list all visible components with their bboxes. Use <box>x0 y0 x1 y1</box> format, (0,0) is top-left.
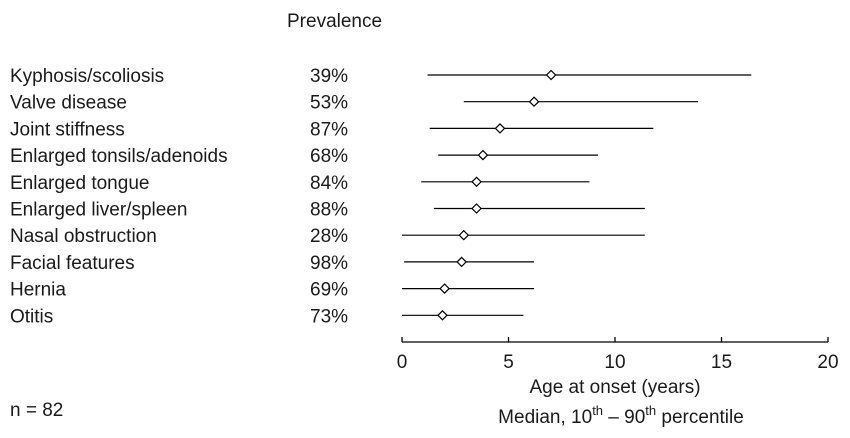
data-row: Joint stiffness 87% <box>10 119 654 140</box>
x-axis: 0 5 10 15 20 <box>397 337 839 373</box>
median-marker <box>471 203 482 214</box>
chart-rows: Kyphosis/scoliosis 39% Valve disease 53% Joi… <box>10 66 752 327</box>
data-row: Enlarged liver/spleen 88% <box>10 200 645 221</box>
category-label: Enlarged tonsils/adenoids <box>10 146 228 167</box>
median-marker <box>494 123 506 134</box>
data-row: Enlarged tonsils/adenoids 68% <box>10 146 598 167</box>
prevalence-value: 39% <box>310 66 348 87</box>
median-marker <box>437 309 448 321</box>
data-row: Nasal obstruction 28% <box>10 226 645 247</box>
category-label: Facial features <box>10 253 135 274</box>
median-marker <box>439 283 450 294</box>
prevalence-value: 69% <box>310 280 348 301</box>
category-label: Enlarged tongue <box>10 173 149 194</box>
category-label: Otitis <box>10 306 53 327</box>
category-label: Joint stiffness <box>10 119 125 140</box>
x-tick-label: 20 <box>817 352 838 373</box>
prevalence-header: Prevalence <box>287 11 382 32</box>
data-row: Valve disease 53% <box>10 93 699 114</box>
category-label: Nasal obstruction <box>10 226 157 247</box>
data-row: Enlarged tongue 84% <box>10 173 590 194</box>
median-marker <box>545 69 557 81</box>
prevalence-value: 73% <box>310 306 348 327</box>
data-row: Facial features 98% <box>10 253 535 274</box>
data-row: Otitis 73% <box>10 306 524 327</box>
x-axis-sublabel: Median, 10th – 90th percentile <box>498 403 744 428</box>
category-label: Valve disease <box>10 93 127 114</box>
category-label: Enlarged liver/spleen <box>10 200 187 221</box>
prevalence-value: 84% <box>310 173 348 194</box>
x-tick-label: 5 <box>503 352 514 373</box>
prevalence-value: 98% <box>310 253 348 274</box>
median-marker <box>456 256 467 268</box>
prevalence-value: 88% <box>310 200 348 221</box>
prevalence-value: 87% <box>310 119 348 140</box>
median-marker <box>471 176 482 188</box>
x-tick-label: 15 <box>711 352 732 373</box>
x-tick-label: 10 <box>604 352 625 373</box>
data-row: Kyphosis/scoliosis 39% <box>10 66 752 87</box>
sample-size-note: n = 82 <box>10 400 63 421</box>
prevalence-value: 53% <box>310 93 348 114</box>
data-row: Hernia 69% <box>10 280 535 301</box>
category-label: Kyphosis/scoliosis <box>10 66 164 87</box>
median-marker <box>458 229 470 241</box>
prevalence-value: 28% <box>310 226 348 247</box>
median-marker <box>528 96 540 108</box>
median-marker <box>477 149 489 161</box>
x-axis-label: Age at onset (years) <box>529 377 700 398</box>
category-label: Hernia <box>10 280 66 301</box>
x-tick-label: 0 <box>397 352 408 373</box>
prevalence-value: 68% <box>310 146 348 167</box>
